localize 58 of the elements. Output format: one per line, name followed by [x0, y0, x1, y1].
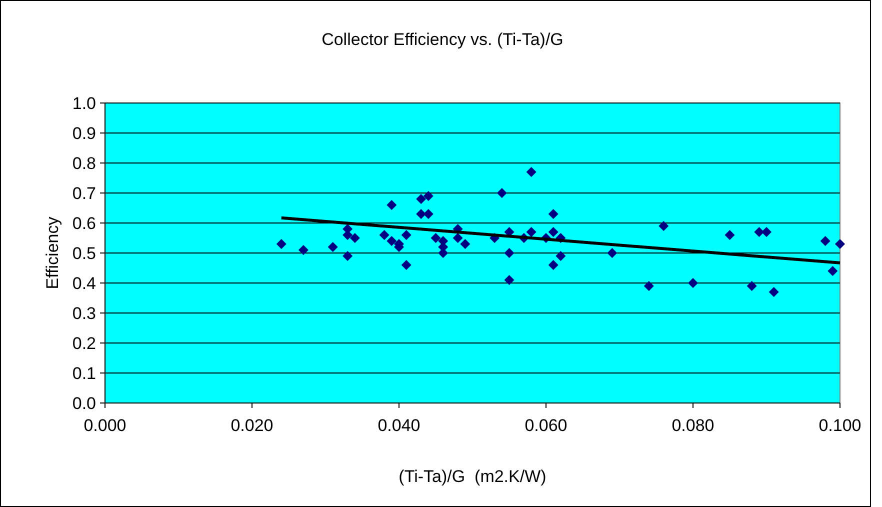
y-tick-label: 1.0 — [72, 94, 96, 113]
point — [724, 230, 735, 240]
point — [328, 242, 338, 252]
x-tick-label: 0.080 — [672, 416, 714, 435]
point — [342, 251, 353, 261]
y-tick-label: 0.0 — [72, 394, 96, 413]
point — [416, 194, 426, 204]
y-tick-label: 0.6 — [72, 214, 96, 233]
point — [835, 239, 845, 249]
point — [607, 248, 618, 258]
x-tick-label: 0.040 — [378, 416, 420, 435]
point — [276, 239, 286, 249]
point — [386, 236, 397, 246]
x-tick-label: 0.020 — [230, 416, 274, 435]
point — [828, 266, 838, 276]
point — [452, 233, 463, 243]
point — [658, 221, 669, 231]
point — [496, 188, 507, 198]
point — [386, 200, 397, 210]
chart-title: Collector Efficiency vs. (Ti-Ta)/G — [322, 30, 564, 49]
point — [762, 227, 772, 237]
point — [298, 245, 308, 255]
point — [556, 251, 566, 261]
point — [416, 209, 426, 219]
x-tick-label: 0.100 — [818, 416, 862, 435]
x-tick-label: 0.000 — [84, 416, 126, 435]
point — [526, 167, 536, 177]
point — [504, 248, 514, 258]
point — [379, 230, 390, 240]
point — [754, 227, 764, 237]
y-tick-label: 0.3 — [72, 304, 96, 323]
x-tick-label: 0.060 — [524, 416, 568, 435]
point — [504, 275, 514, 285]
point — [768, 287, 779, 297]
y-tick-label: 0.7 — [72, 184, 96, 203]
point — [746, 281, 757, 291]
point — [401, 230, 412, 240]
point — [820, 236, 830, 246]
point — [423, 209, 434, 219]
point — [548, 227, 558, 237]
point — [644, 281, 654, 291]
point — [548, 209, 558, 219]
point — [430, 233, 441, 243]
y-tick-label: 0.4 — [72, 274, 96, 293]
y-tick-label: 0.9 — [72, 124, 96, 143]
y-tick-label: 0.2 — [72, 334, 96, 353]
point — [526, 227, 536, 237]
y-tick-label: 0.5 — [72, 244, 96, 263]
point — [423, 191, 434, 201]
y-axis-title: Efficiency — [43, 216, 62, 290]
point — [548, 260, 558, 270]
point — [350, 233, 360, 243]
y-tick-label: 0.8 — [72, 154, 96, 173]
y-tick-label: 0.1 — [72, 364, 96, 383]
point — [460, 239, 470, 249]
point — [688, 278, 698, 288]
point — [401, 260, 412, 270]
x-axis-title: (Ti-Ta)/G (m2.K/W) — [398, 467, 546, 486]
